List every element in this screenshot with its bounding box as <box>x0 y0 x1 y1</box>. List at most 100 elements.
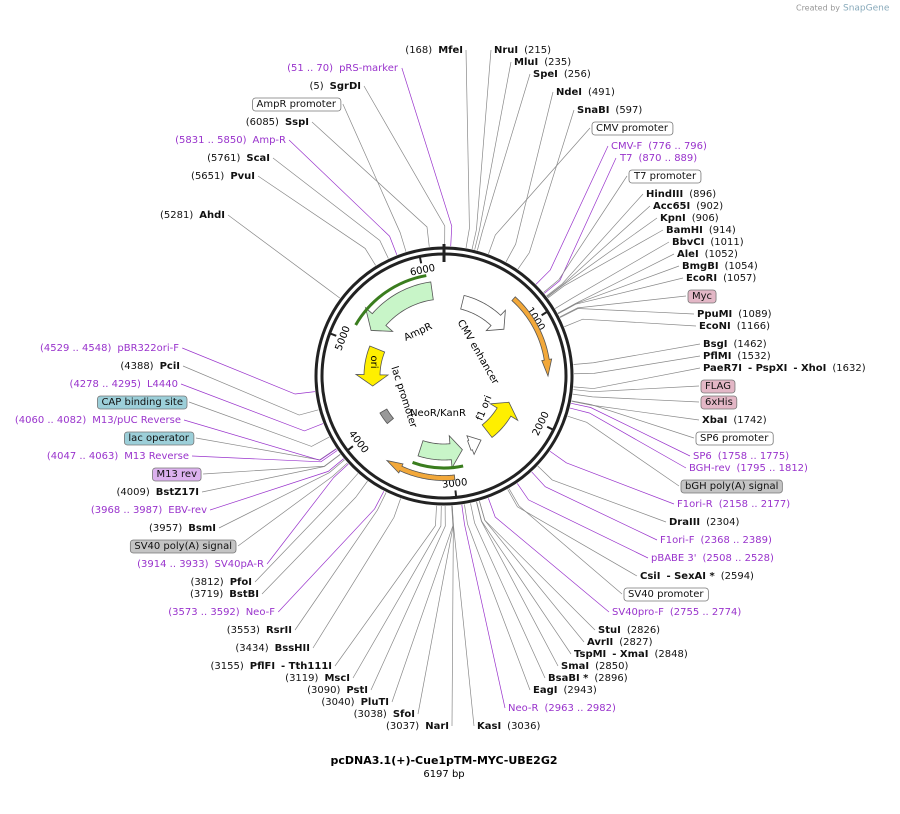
label-name: AmpR promoter <box>257 99 337 110</box>
feature-box-label: lac operator <box>128 433 189 444</box>
leader-line <box>312 498 401 649</box>
label-site: (1742) <box>733 415 766 426</box>
primer-label: T7 (870 .. 889) <box>619 153 697 164</box>
label-name: SV40 poly(A) signal <box>134 541 232 552</box>
feature-box-label: bGH poly(A) signal <box>685 481 778 492</box>
leader-line <box>559 308 695 318</box>
label-name: pRS-marker <box>339 63 399 74</box>
label-site: (5) <box>310 81 324 92</box>
label-site: (2963 .. 2982) <box>545 703 617 714</box>
leader-line <box>391 505 454 703</box>
label-site: (6085) <box>246 117 279 128</box>
leader-line <box>451 505 475 727</box>
enzyme-label: SpeI (256) <box>533 69 591 80</box>
leader-line <box>266 463 349 565</box>
leader-line <box>557 277 684 315</box>
label-name: BmgBI <box>682 261 719 272</box>
feature-neor <box>417 434 463 469</box>
feature-label: ori <box>368 355 379 368</box>
leader-line <box>465 49 470 248</box>
label-site: (1054) <box>725 261 758 272</box>
leader-line <box>352 505 442 679</box>
label-name: BsmI <box>188 523 216 534</box>
enzyme-label: EagI (2943) <box>533 685 597 696</box>
label-name: ScaI <box>246 153 270 164</box>
label-name: - SexAI * <box>666 571 715 582</box>
label-name: PvuI <box>230 171 255 182</box>
label-site: (5761) <box>207 153 240 164</box>
leader-line <box>535 145 609 285</box>
leader-line <box>557 265 680 314</box>
label-site: (256) <box>564 69 591 80</box>
primer-label: (3914 .. 3933) SV40pA-R <box>137 559 264 570</box>
feature-box <box>124 431 195 446</box>
label-site: (491) <box>588 87 615 98</box>
leader-line <box>573 343 701 365</box>
leader-line <box>191 450 338 463</box>
label-name: AleI <box>677 249 699 260</box>
brand: SnapGene <box>843 4 890 14</box>
label-site: (3119) <box>285 673 318 684</box>
feature-box <box>687 289 717 304</box>
label-site: (1532) <box>737 351 770 362</box>
primer-label: (5831 .. 5850) Amp-R <box>175 135 286 146</box>
leader-line <box>477 73 531 251</box>
label-site: (3038) <box>354 709 387 720</box>
enzyme-label: (3038) SfoI <box>354 709 415 720</box>
primer-label: F1ori-F (2368 .. 2389) <box>660 535 772 546</box>
enzyme-label: EcoNI (1166) <box>699 321 770 332</box>
feature-box <box>628 169 702 184</box>
label-site: (870 .. 889) <box>638 153 697 164</box>
leader-line <box>547 229 664 299</box>
feature-box-label: FLAG <box>705 381 731 392</box>
label-name: XbaI <box>702 415 727 426</box>
label-name: SfoI <box>393 709 415 720</box>
leader-line <box>505 91 554 262</box>
leader-line <box>182 347 315 395</box>
primer-label: pBABE 3' (2508 .. 2528) <box>651 553 774 564</box>
leader-line <box>464 504 531 691</box>
leader-line <box>237 462 348 547</box>
enzyme-label: PflMI (1532) <box>703 351 771 362</box>
label-site: (1758 .. 1775) <box>718 451 790 462</box>
primer-label: (51 .. 70) pRS-marker <box>287 63 399 74</box>
label-name: SgrDI <box>330 81 361 92</box>
feature-box <box>700 395 738 410</box>
leader-line <box>183 419 337 461</box>
primer-label: (4047 .. 4063) M13 Reverse <box>47 451 189 462</box>
ring-tick-label: 2000 <box>531 410 552 438</box>
leader-line <box>461 504 506 709</box>
enzyme-label: CsiI - SexAI * (2594) <box>640 571 754 582</box>
label-name: TspMI <box>574 649 606 660</box>
label-site: (3812) <box>190 577 223 588</box>
leader-line <box>257 175 376 266</box>
enzyme-label: (3553) RsrII <box>227 625 292 636</box>
label-name: BstZ17I <box>156 487 199 498</box>
ring-tick-label: 6000 <box>409 263 436 279</box>
enzyme-label: Acc65I (902) <box>653 201 723 212</box>
enzyme-label: (5) SgrDI <box>310 81 362 92</box>
label-name: NarI <box>425 721 449 732</box>
label-name: HindIII <box>646 189 683 200</box>
label-name: KpnI <box>660 213 686 224</box>
enzyme-label: XbaI (1742) <box>702 415 767 426</box>
enzyme-label: (3434) BssHII <box>235 643 310 654</box>
label-name: T7 promoter <box>633 171 697 182</box>
label-name: - Tth111I <box>281 661 332 672</box>
leader-line <box>195 437 337 461</box>
label-name: Neo-F <box>246 607 276 618</box>
leader-line <box>488 127 591 254</box>
leader-line <box>517 109 575 270</box>
label-name: - PspXI <box>748 363 787 374</box>
enzyme-label: (5651) PvuI <box>191 171 255 182</box>
label-site: (902) <box>696 201 723 212</box>
label-site: (2848) <box>655 649 688 660</box>
label-site: (3434) <box>235 643 268 654</box>
label-name: bGH poly(A) signal <box>685 481 778 492</box>
feature-box-label: CAP binding site <box>101 397 183 408</box>
leader-line <box>567 415 680 487</box>
label-name: BsaBI * <box>548 673 589 684</box>
label-name: PluTI <box>361 697 389 708</box>
label-site: (1166) <box>737 321 770 332</box>
label-name: SspI <box>285 117 309 128</box>
